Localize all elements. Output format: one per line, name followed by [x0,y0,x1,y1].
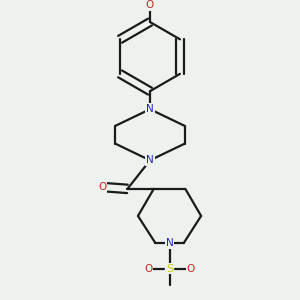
Text: N: N [146,104,154,114]
Text: O: O [187,263,195,274]
Text: O: O [98,182,106,192]
Text: N: N [146,155,154,165]
Text: N: N [166,238,173,248]
Text: O: O [146,1,154,10]
Text: S: S [166,263,173,274]
Text: O: O [144,263,153,274]
